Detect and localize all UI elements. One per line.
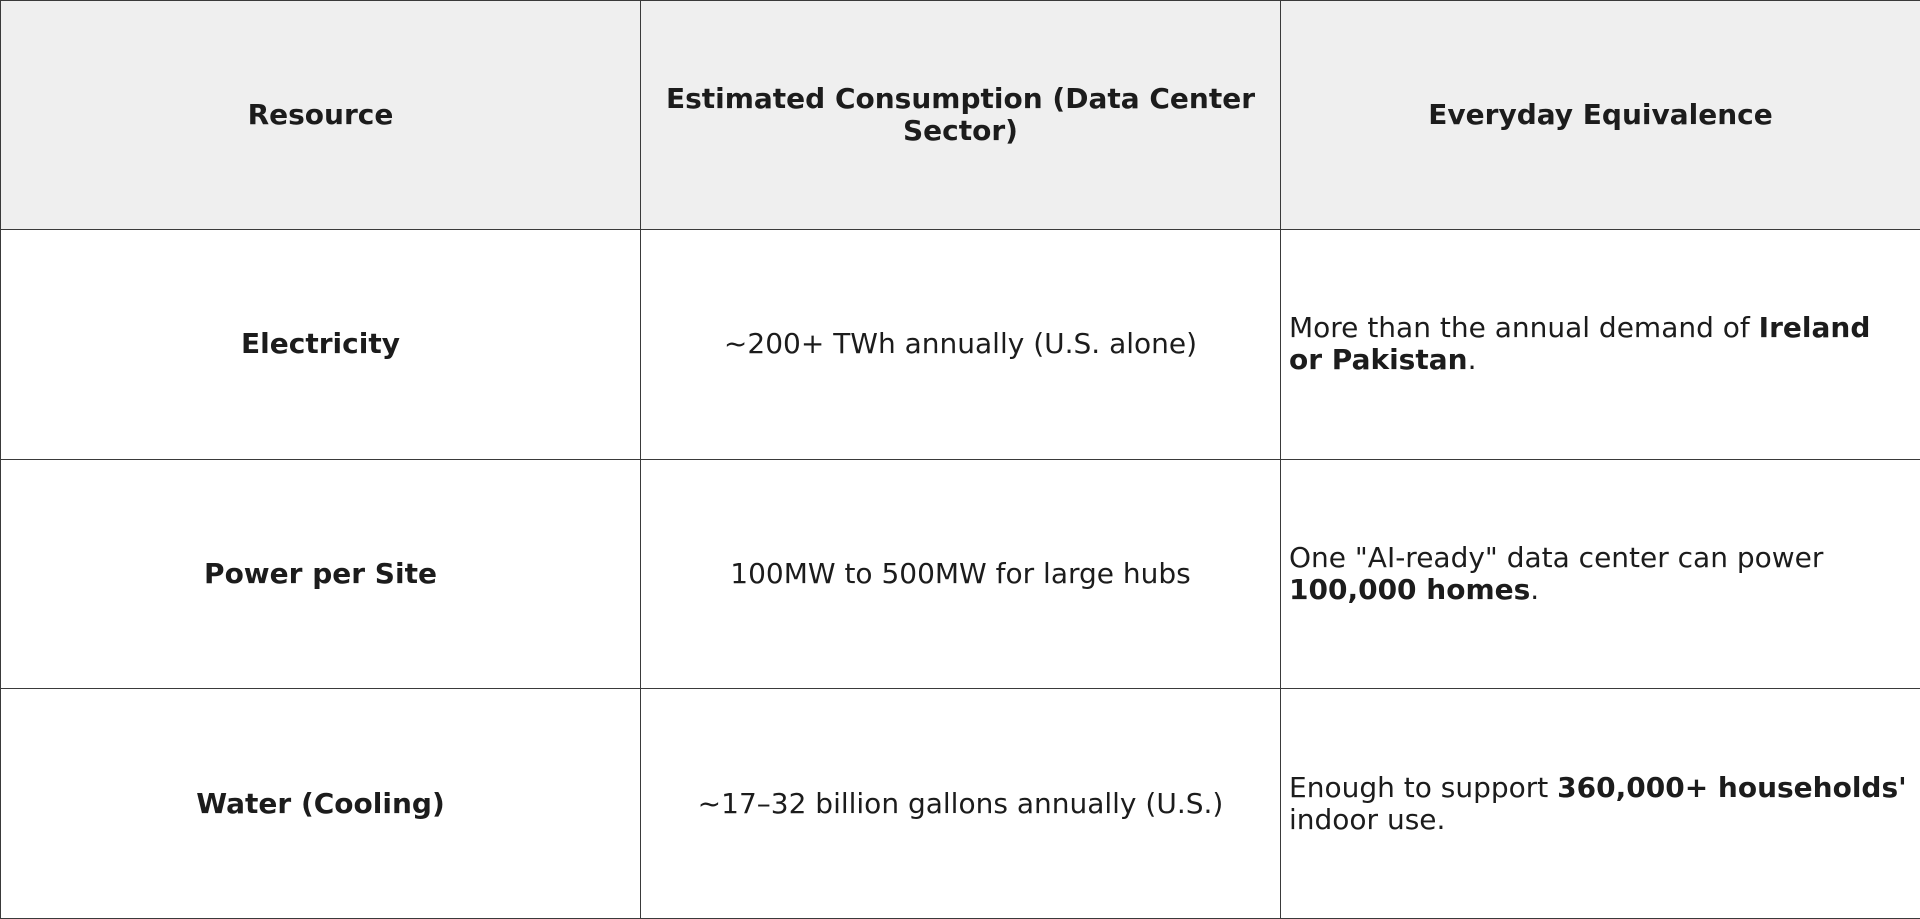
table-row: Power per Site 100MW to 500MW for large …	[0, 458, 1920, 690]
header-resource: Resource	[0, 0, 641, 230]
equivalence-text: One "AI-ready" data center can power	[1289, 540, 1824, 574]
equivalence-text-end: indoor use.	[1289, 802, 1446, 836]
resource-cell: Power per Site	[0, 458, 641, 690]
resource-cell: Electricity	[0, 229, 641, 460]
table-header: Resource Estimated Consumption (Data Cen…	[0, 0, 1920, 230]
consumption-cell: 100MW to 500MW for large hubs	[640, 458, 1281, 690]
equivalence-highlight: 100,000 homes	[1289, 572, 1531, 606]
consumption-cell: ~17–32 billion gallons annually (U.S.)	[640, 688, 1281, 919]
equivalence-cell: Enough to support 360,000+ households' i…	[1280, 688, 1920, 919]
header-row: Resource Estimated Consumption (Data Cen…	[0, 0, 1920, 230]
equivalence-highlight: 360,000+ households'	[1557, 770, 1907, 804]
equivalence-text: More than the annual demand of	[1289, 311, 1759, 345]
equivalence-text-end: .	[1530, 572, 1540, 606]
header-estimated-consumption: Estimated Consumption (Data Center Secto…	[640, 0, 1281, 230]
resource-cell: Water (Cooling)	[0, 688, 641, 919]
equivalence-highlight: Ireland or Pakistan	[1289, 311, 1871, 377]
table-row: Electricity ~200+ TWh annually (U.S. alo…	[0, 229, 1920, 460]
table-body: Electricity ~200+ TWh annually (U.S. alo…	[0, 229, 1920, 919]
equivalence-text: Enough to support	[1289, 770, 1558, 804]
table-row: Water (Cooling) ~17–32 billion gallons a…	[0, 688, 1920, 919]
equivalence-cell: More than the annual demand of Ireland o…	[1280, 229, 1920, 460]
header-everyday-equivalence: Everyday Equivalence	[1280, 0, 1920, 230]
consumption-cell: ~200+ TWh annually (U.S. alone)	[640, 229, 1281, 460]
equivalence-text-end: .	[1467, 343, 1477, 377]
equivalence-cell: One "AI-ready" data center can power 100…	[1280, 458, 1920, 690]
